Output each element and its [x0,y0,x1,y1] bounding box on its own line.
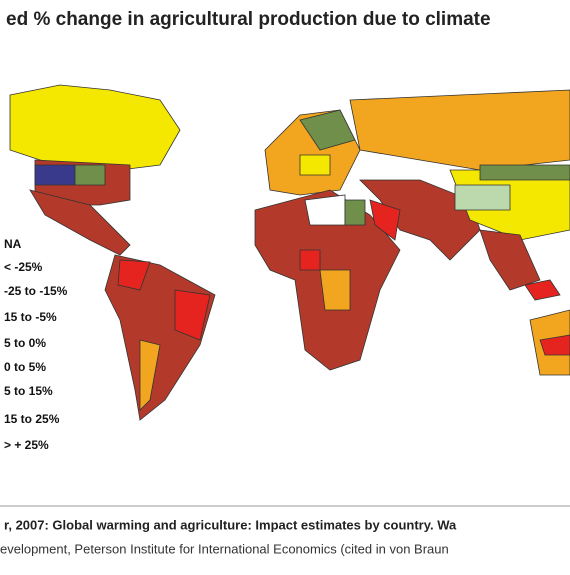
legend: NA < -25% -25 to -15% 15 to -5% 5 to 0% 0 to … [4,237,68,452]
legend-label: 15 to 25% [4,412,60,426]
legend-label: -25 to -15% [4,284,68,298]
source-line: evelopment, Peterson Institute for Inter… [0,541,449,556]
legend-label: < -25% [4,260,43,274]
legend-label: > + 25% [4,438,49,452]
legend-label: 5 to 0% [4,336,46,350]
legend-label: NA [4,237,22,251]
title: ed % change in agricultural production d… [6,9,491,30]
legend-label: 5 to 15% [4,384,53,398]
legend-label: 0 to 5% [4,360,46,374]
world-map [9,84,570,421]
legend-label: 15 to -5% [4,310,57,324]
source-line: r, 2007: Global warming and agriculture:… [4,517,457,532]
